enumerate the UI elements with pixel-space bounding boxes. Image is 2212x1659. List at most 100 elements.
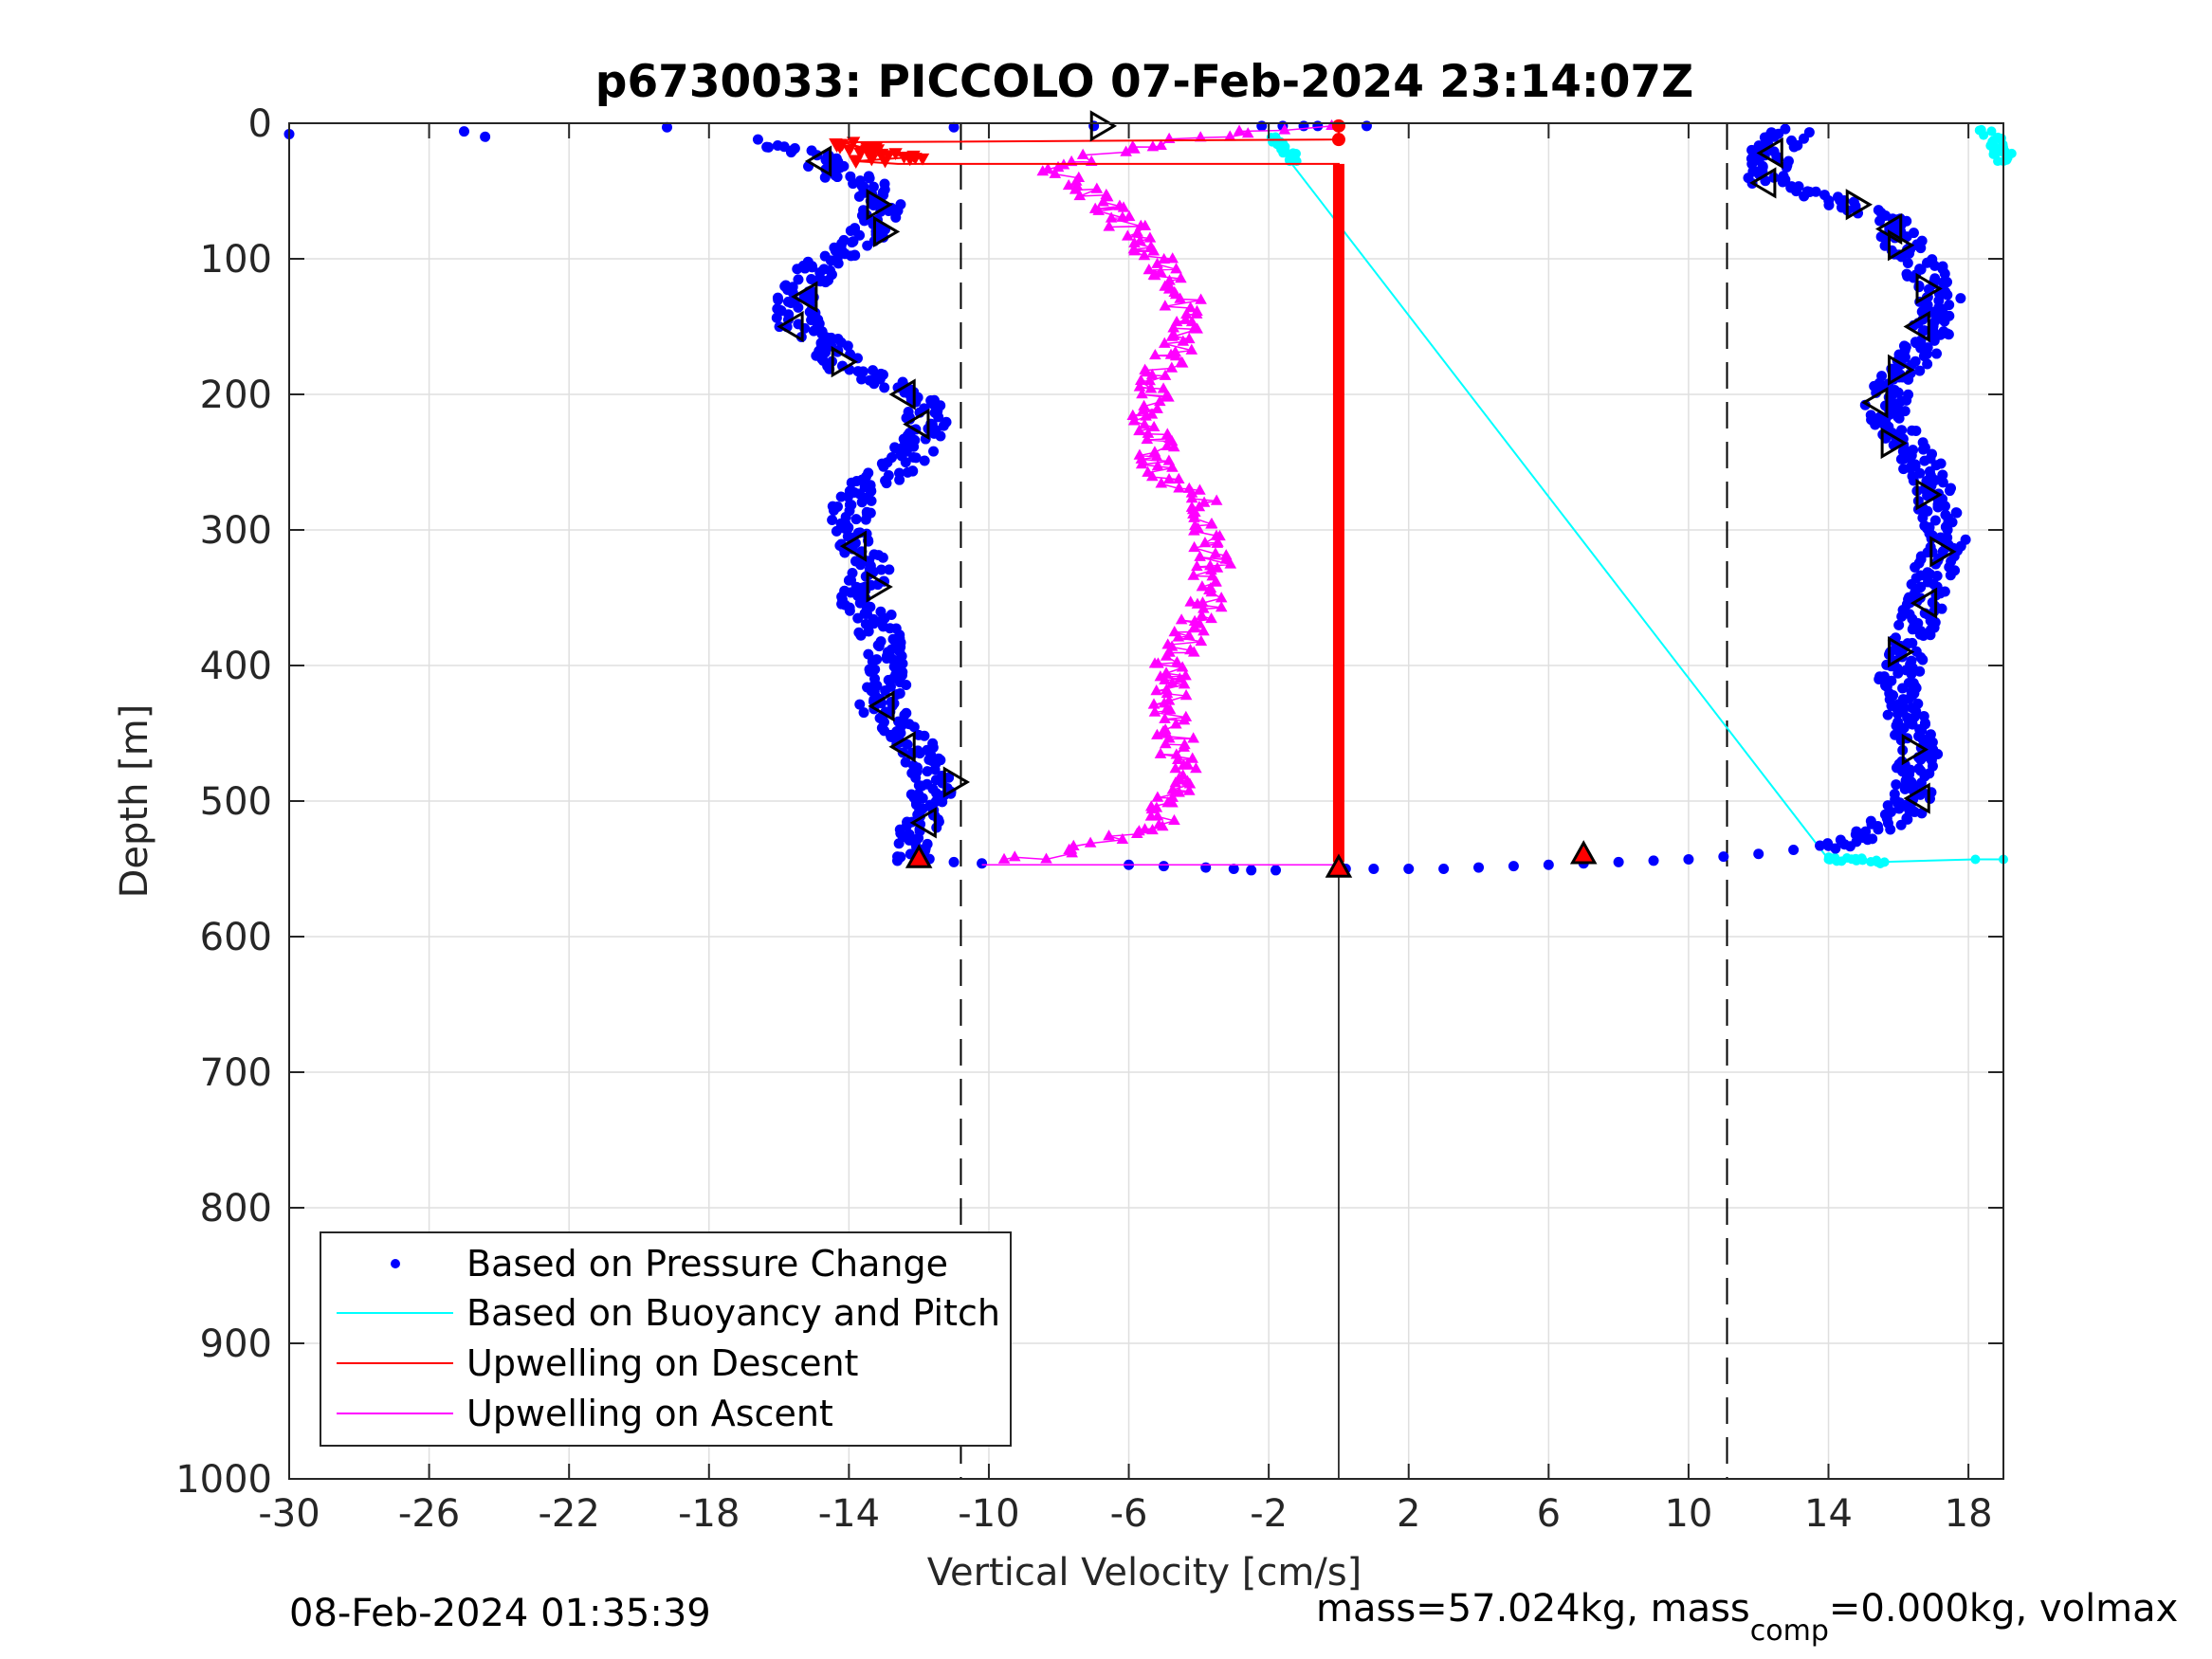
- ascent-point: [1159, 300, 1172, 311]
- ascent-point: [1182, 784, 1196, 795]
- ascent-point: [1191, 559, 1203, 572]
- direction-marker: [831, 346, 858, 378]
- ascent-point: [1158, 252, 1170, 264]
- pressure-point: [1815, 840, 1826, 851]
- descent-point: [842, 144, 857, 157]
- ascent-point: [1166, 252, 1179, 264]
- pressure-point: [856, 497, 868, 508]
- pressure-point: [850, 514, 862, 525]
- ascent-point: [1188, 540, 1200, 553]
- direction-marker: [1903, 310, 1930, 343]
- ascent-point: [1210, 575, 1222, 587]
- ascent-point: [1178, 678, 1191, 689]
- descent-series: [829, 118, 1345, 868]
- direction-marker: [1089, 110, 1117, 142]
- ascent-point: [1147, 268, 1161, 280]
- pressure-point: [902, 466, 913, 478]
- ascent-point: [1190, 761, 1202, 774]
- pressure-point: [1896, 611, 1908, 622]
- ascent-point: [1049, 167, 1062, 178]
- ascent-point: [1147, 420, 1161, 432]
- pressure-point: [1200, 862, 1212, 873]
- pressure-point: [1945, 570, 1956, 581]
- pressure-point: [1942, 524, 1953, 536]
- pressure-point: [977, 858, 988, 869]
- pressure-point: [1939, 316, 1950, 327]
- pressure-point: [1901, 231, 1912, 243]
- ascent-point: [1173, 672, 1186, 684]
- pressure-point: [793, 274, 804, 285]
- ascent-point: [1153, 818, 1165, 830]
- pressure-point: [892, 855, 904, 866]
- pressure-point: [1951, 507, 1963, 519]
- ascent-point: [1219, 549, 1233, 560]
- pressure-point: [828, 504, 839, 516]
- ascent-point: [1154, 747, 1167, 758]
- ascent-point: [1141, 432, 1154, 445]
- pressure-point: [792, 264, 803, 275]
- pressure-point: [1271, 865, 1282, 876]
- ascent-point: [1072, 171, 1086, 182]
- ascent-point: [1155, 138, 1167, 151]
- pressure-point: [880, 684, 891, 696]
- pressure-point: [1918, 629, 1929, 641]
- pressure-point: [908, 721, 920, 733]
- pressure-point: [893, 838, 905, 849]
- y-tick-label: 900: [200, 1322, 272, 1366]
- pressure-point: [1891, 779, 1902, 791]
- ascent-point: [1163, 646, 1176, 657]
- legend-entry-pressure: Based on Pressure Change: [466, 1243, 948, 1285]
- ascent-point: [1170, 263, 1182, 274]
- ascent-point: [1150, 684, 1162, 696]
- ascent-point: [1120, 145, 1132, 156]
- pressure-point: [1929, 335, 1940, 346]
- pressure-point: [1788, 844, 1800, 855]
- pressure-point: [1508, 861, 1519, 872]
- ascent-point: [1076, 148, 1089, 159]
- pressure-point: [878, 461, 889, 472]
- pressure-point: [806, 273, 817, 284]
- pressure-point: [1917, 512, 1929, 523]
- pressure-point: [1917, 444, 1929, 455]
- ascent-point: [1173, 786, 1185, 797]
- ascent-point: [1215, 601, 1228, 612]
- buoyancy-point: [1857, 855, 1868, 866]
- legend-entry-ascent: Upwelling on Ascent: [466, 1393, 833, 1434]
- pressure-point: [793, 301, 804, 313]
- ascent-point: [1197, 596, 1209, 608]
- pressure-point: [1228, 864, 1239, 874]
- pressure-point: [1897, 683, 1909, 694]
- ascent-point: [1143, 231, 1157, 243]
- footer-mass-info: mass=57.024kg, masscomp=0.000kg, volmax: [1316, 1587, 2178, 1648]
- ascent-point: [1133, 448, 1146, 460]
- pressure-point: [1917, 654, 1929, 665]
- descent-point: [849, 156, 863, 170]
- pressure-point: [1683, 853, 1694, 865]
- pressure-point: [842, 491, 853, 502]
- ascent-point: [1147, 698, 1161, 709]
- ascent-point: [1161, 638, 1174, 649]
- pressure-point: [1902, 258, 1913, 269]
- ascent-point: [1196, 609, 1208, 620]
- legend: Based on Pressure Change Based on Buoyan…: [320, 1231, 1012, 1447]
- ascent-point: [1126, 409, 1140, 420]
- pressure-point: [1898, 464, 1910, 475]
- y-tick-label: 200: [200, 374, 272, 417]
- direction-marker: [1756, 137, 1783, 170]
- ascent-point: [1233, 124, 1246, 136]
- x-tick-label: -2: [1250, 1492, 1288, 1536]
- pressure-point: [901, 679, 912, 690]
- ascent-point: [1151, 459, 1164, 471]
- pressure-point: [1873, 824, 1884, 835]
- ascent-point: [1122, 229, 1134, 241]
- pressure-point: [1910, 561, 1921, 573]
- ascent-point: [1179, 710, 1193, 721]
- pressure-point: [1903, 374, 1914, 385]
- ascent-point: [1204, 559, 1216, 571]
- pressure-point: [844, 605, 855, 616]
- ascent-point: [1186, 752, 1199, 763]
- pressure-point: [1158, 861, 1169, 872]
- buoyancy-point: [1979, 130, 1989, 140]
- y-tick-label: 700: [200, 1051, 272, 1095]
- ascent-point: [1160, 666, 1173, 678]
